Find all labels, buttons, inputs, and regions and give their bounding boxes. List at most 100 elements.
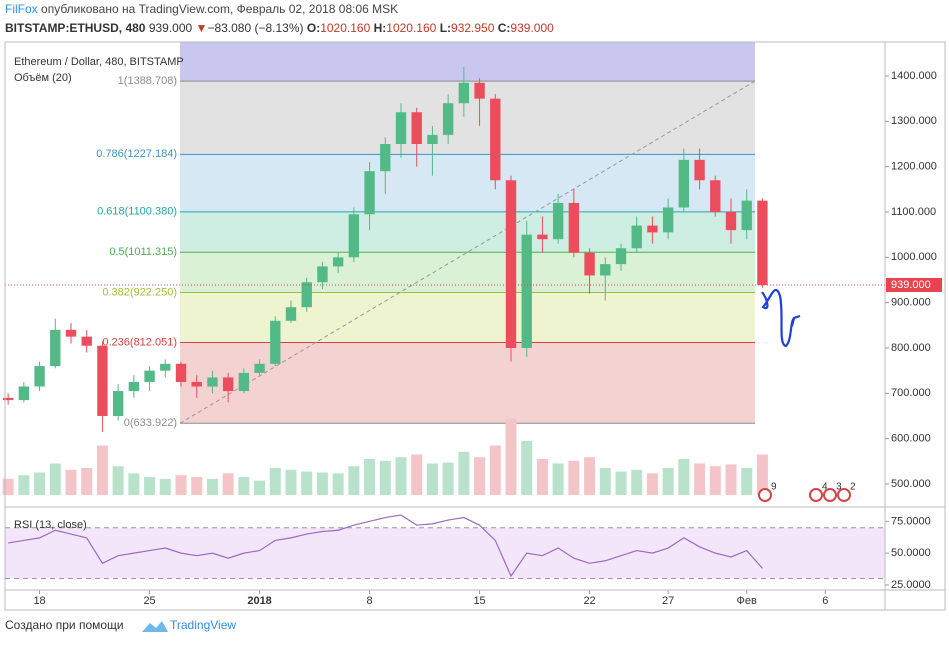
candle-body (112, 391, 124, 416)
candle-body (458, 82, 470, 104)
volume-bar (505, 418, 517, 495)
candle-body (175, 363, 187, 382)
candle-body (364, 171, 375, 215)
volume-bar (741, 468, 753, 495)
candle-body (332, 257, 344, 267)
low-label: L: (440, 21, 451, 35)
candle-body (222, 377, 234, 392)
x-tick-label: 27 (662, 595, 674, 607)
volume-bar (348, 466, 360, 495)
volume-bar (175, 475, 187, 495)
x-tick-label: Фев (737, 595, 757, 607)
candle-body (678, 159, 690, 208)
fib-band (180, 342, 755, 424)
candle-body (662, 207, 674, 233)
candle-body (568, 202, 580, 253)
candle-body (521, 234, 532, 348)
candle-body (97, 345, 108, 416)
event-count: 9 (771, 482, 777, 493)
volume-bar (725, 464, 737, 495)
volume-bar (379, 460, 391, 495)
candle-body (442, 103, 454, 135)
volume-bar (364, 459, 376, 495)
chart-title: Ethereum / Dollar, 480, BITSTAMP (14, 56, 184, 68)
event-badge (823, 488, 837, 502)
candle-body (600, 264, 611, 276)
event-count: 2 (850, 482, 856, 493)
volume-bar (34, 472, 46, 495)
open-label: O: (307, 21, 320, 35)
volume-bar (112, 466, 124, 495)
fib-label: 0.236(812.051) (102, 336, 177, 348)
fib-label: 1(1388.708) (118, 75, 177, 87)
volume-bar (191, 477, 203, 495)
y-tick-label: 700.000 (891, 387, 931, 399)
rsi-tick-label: 25.0000 (891, 579, 931, 591)
frame (4, 41, 946, 611)
x-tick-label: 2018 (247, 595, 271, 607)
drawing (761, 288, 801, 348)
event-badge (809, 488, 823, 502)
volume-bar (426, 463, 438, 495)
volume-bar (631, 469, 643, 495)
candle-body (505, 180, 517, 348)
symbol: BITSTAMP:ETHUSD, 480 (5, 21, 146, 35)
header-line: FilFox опубликовано на TradingView.com, … (5, 2, 398, 16)
fib-label: 0(633.922) (124, 417, 177, 429)
candle-body (741, 200, 752, 231)
footer-made-with: Создано при помощи (5, 618, 124, 632)
volume-bar (599, 468, 611, 495)
event-count: 4 (822, 482, 828, 493)
x-tick-label: 22 (583, 595, 595, 607)
volume-bar (285, 469, 297, 495)
fib-band (180, 154, 755, 212)
volume-bar (316, 472, 328, 495)
volume-bar (18, 475, 30, 495)
candle-body (537, 234, 548, 240)
volume-bar (694, 463, 706, 495)
y-tick-label: 900.000 (891, 297, 931, 309)
rsi-title: RSI (13, close) (14, 519, 87, 531)
x-tick-label: 25 (143, 595, 155, 607)
volume-bar (332, 473, 344, 495)
candle-body (285, 307, 297, 321)
fib-band (180, 252, 755, 293)
candle-body (710, 180, 721, 212)
volume-bar (458, 451, 470, 495)
volume-bar (206, 478, 218, 495)
volume-bar (615, 471, 627, 495)
candle-body (631, 225, 642, 249)
volume-bar (96, 445, 108, 495)
candle-body (694, 159, 705, 181)
candle-body (552, 202, 564, 240)
candle-body (647, 225, 658, 233)
last-price-label: 939.000 (891, 279, 931, 291)
low: 932.950 (451, 21, 495, 35)
arrow: ▼ (196, 21, 208, 35)
volume-bar (646, 473, 658, 495)
high-label: H: (374, 21, 387, 35)
x-tick-label: 6 (822, 595, 828, 607)
candle-body (81, 336, 92, 346)
volume-bar (489, 445, 501, 495)
change: −83.080 (−8.13%) (207, 21, 303, 35)
candle-body (380, 143, 391, 172)
volume-bar (395, 457, 407, 495)
candle-body (65, 329, 77, 337)
rsi-tick-label: 50.0000 (891, 547, 931, 559)
fib-label: 0.618(1100.380) (97, 206, 177, 218)
open: 1020.160 (320, 21, 370, 35)
footer-brand[interactable]: TradingView (170, 618, 236, 632)
author[interactable]: FilFox (5, 2, 38, 16)
volume-bar (144, 477, 156, 495)
volume-bar (756, 454, 768, 495)
event-badge (758, 488, 772, 502)
y-tick-label: 1300.000 (891, 115, 937, 127)
x-tick-label: 18 (33, 595, 45, 607)
volume-bar (128, 473, 140, 495)
candle-body (18, 386, 30, 401)
volume-bar (65, 469, 77, 495)
close: 939.000 (510, 21, 554, 35)
volume-bar (269, 468, 281, 495)
